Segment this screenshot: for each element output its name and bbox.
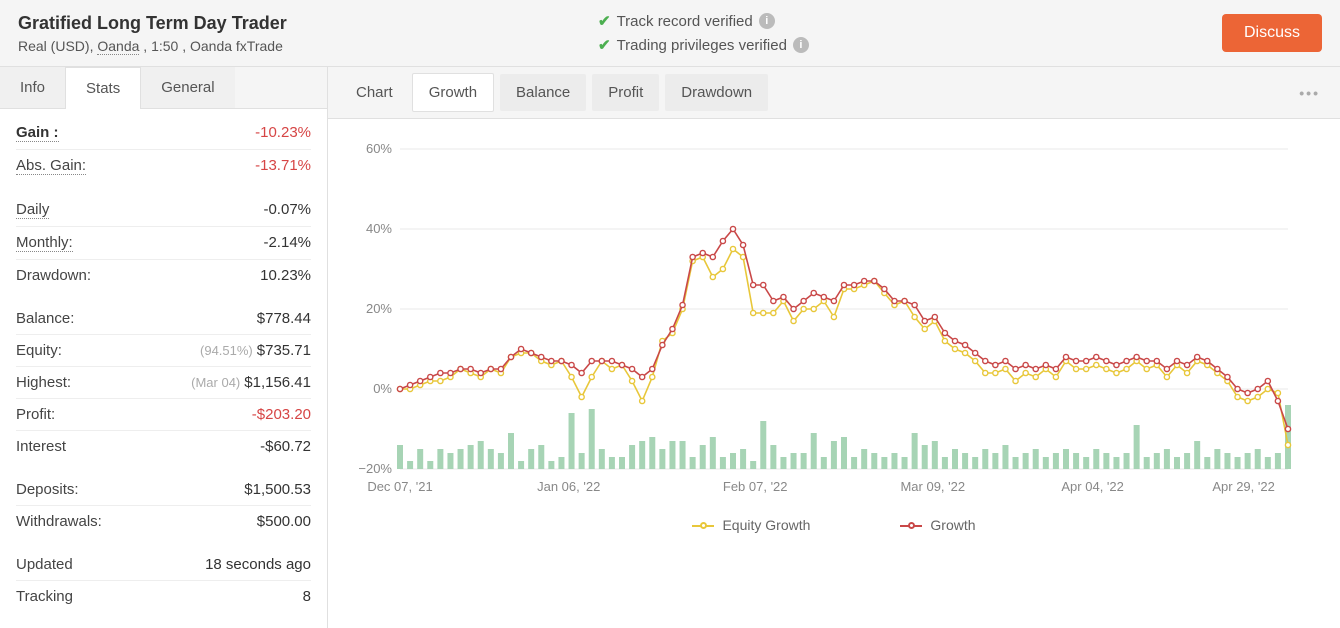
trader-name: Gratified Long Term Day Trader <box>18 13 318 34</box>
chart-area: −20% 0% 20% 40% 60% Dec 07, '21 Jan 06, '22 Feb… <box>328 119 1340 509</box>
svg-text:−20%: −20% <box>358 461 392 476</box>
highest-value: (Mar 04) $1,156.41 <box>191 374 311 391</box>
highest-hint: (Mar 04) <box>191 375 240 390</box>
legend-growth-label: Growth <box>930 517 975 533</box>
svg-text:0%: 0% <box>373 381 392 396</box>
verify-text: Track record verified <box>617 13 753 30</box>
svg-text:Feb 07, '22: Feb 07, '22 <box>723 479 788 494</box>
ctab-balance[interactable]: Balance <box>500 74 586 111</box>
legend-marker-growth <box>900 520 922 530</box>
chart-label: Chart <box>340 72 409 113</box>
legend-equity-label: Equity Growth <box>722 517 810 533</box>
highest-amount: $1,156.41 <box>244 374 311 391</box>
equity-amount: $735.71 <box>257 342 311 359</box>
info-icon[interactable]: i <box>793 37 809 53</box>
equity-hint: (94.51%) <box>200 343 253 358</box>
legend-marker-equity <box>692 520 714 530</box>
equity-label: Equity: <box>16 342 62 359</box>
monthly-value: -2.14% <box>263 234 311 251</box>
svg-text:60%: 60% <box>366 141 392 156</box>
withdrawals-value: $500.00 <box>257 513 311 530</box>
check-icon: ✔ <box>598 12 611 30</box>
ctab-drawdown[interactable]: Drawdown <box>665 74 768 111</box>
equity-value: (94.51%) $735.71 <box>200 342 311 359</box>
tracking-value: 8 <box>303 588 311 605</box>
meta-suffix: , 1:50 , Oanda fxTrade <box>139 38 282 54</box>
abs-gain-label: Abs. Gain: <box>16 157 86 175</box>
ctab-profit[interactable]: Profit <box>592 74 659 111</box>
deposits-label: Deposits: <box>16 481 79 498</box>
info-icon[interactable]: i <box>759 13 775 29</box>
chart-legend: Equity Growth Growth <box>328 509 1340 547</box>
highest-label: Highest: <box>16 374 71 391</box>
profit-label: Profit: <box>16 406 55 423</box>
sidebar: Info Stats General Gain : -10.23% Abs. Ga… <box>0 67 328 628</box>
verify-track-record: ✔ Track record verified i <box>598 12 1222 30</box>
svg-text:Mar 09, '22: Mar 09, '22 <box>900 479 965 494</box>
daily-value: -0.07% <box>263 201 311 218</box>
stats-body: Gain : -10.23% Abs. Gain: -13.71% Daily -0.… <box>0 109 327 628</box>
chart-tabs: Chart Growth Balance Profit Drawdown ••• <box>328 67 1340 119</box>
interest-value: -$60.72 <box>260 438 311 455</box>
svg-text:Jan 06, '22: Jan 06, '22 <box>537 479 600 494</box>
legend-equity[interactable]: Equity Growth <box>692 517 810 533</box>
daily-label: Daily <box>16 201 49 219</box>
chart-more-icon[interactable]: ••• <box>1291 85 1328 101</box>
legend-growth[interactable]: Growth <box>900 517 975 533</box>
main: Info Stats General Gain : -10.23% Abs. Ga… <box>0 67 1340 628</box>
verify-text: Trading privileges verified <box>617 37 787 54</box>
svg-text:40%: 40% <box>366 221 392 236</box>
svg-text:Apr 29, '22: Apr 29, '22 <box>1212 479 1274 494</box>
tab-info[interactable]: Info <box>0 67 65 108</box>
header-left: Gratified Long Term Day Trader Real (USD… <box>18 13 318 54</box>
sidebar-tabs: Info Stats General <box>0 67 327 109</box>
header-bar: Gratified Long Term Day Trader Real (USD… <box>0 0 1340 67</box>
balance-value: $778.44 <box>257 310 311 327</box>
check-icon: ✔ <box>598 36 611 54</box>
svg-text:Dec 07, '21: Dec 07, '21 <box>367 479 432 494</box>
monthly-label: Monthly: <box>16 234 73 252</box>
tab-general[interactable]: General <box>141 67 234 108</box>
trader-meta: Real (USD), Oanda , 1:50 , Oanda fxTrade <box>18 38 318 54</box>
discuss-button[interactable]: Discuss <box>1222 14 1322 52</box>
meta-prefix: Real (USD), <box>18 38 97 54</box>
gain-label: Gain : <box>16 124 59 142</box>
growth-chart: −20% 0% 20% 40% 60% Dec 07, '21 Jan 06, '22 Feb… <box>348 139 1298 499</box>
broker-link[interactable]: Oanda <box>97 38 139 55</box>
ctab-growth[interactable]: Growth <box>412 73 494 112</box>
tracking-label: Tracking <box>16 588 73 605</box>
updated-label: Updated <box>16 556 73 573</box>
updated-value: 18 seconds ago <box>205 556 311 573</box>
svg-text:20%: 20% <box>366 301 392 316</box>
drawdown-value: 10.23% <box>260 267 311 284</box>
verify-trading-priv: ✔ Trading privileges verified i <box>598 36 1222 54</box>
drawdown-label: Drawdown: <box>16 267 91 284</box>
tab-stats[interactable]: Stats <box>65 67 141 109</box>
content: Chart Growth Balance Profit Drawdown •••… <box>328 67 1340 628</box>
deposits-value: $1,500.53 <box>244 481 311 498</box>
gain-value: -10.23% <box>255 124 311 141</box>
balance-label: Balance: <box>16 310 74 327</box>
interest-label: Interest <box>16 438 66 455</box>
profit-value: -$203.20 <box>252 406 311 423</box>
withdrawals-label: Withdrawals: <box>16 513 102 530</box>
abs-gain-value: -13.71% <box>255 157 311 174</box>
header-verify: ✔ Track record verified i ✔ Trading priv… <box>318 12 1222 54</box>
svg-text:Apr 04, '22: Apr 04, '22 <box>1061 479 1123 494</box>
